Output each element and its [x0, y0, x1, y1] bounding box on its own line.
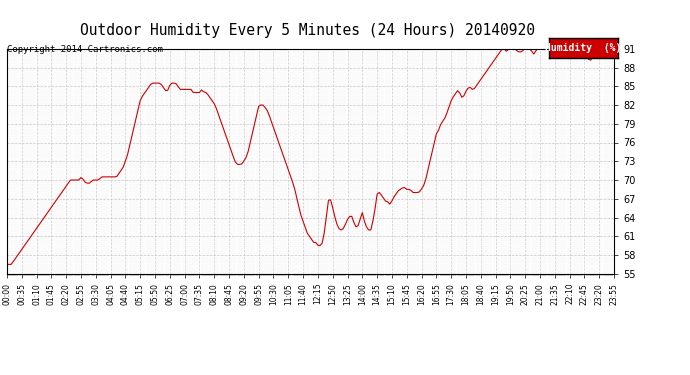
Text: Copyright 2014 Cartronics.com: Copyright 2014 Cartronics.com	[7, 45, 163, 54]
Text: Humidity  (%): Humidity (%)	[545, 43, 621, 53]
Text: Outdoor Humidity Every 5 Minutes (24 Hours) 20140920: Outdoor Humidity Every 5 Minutes (24 Hou…	[79, 22, 535, 38]
